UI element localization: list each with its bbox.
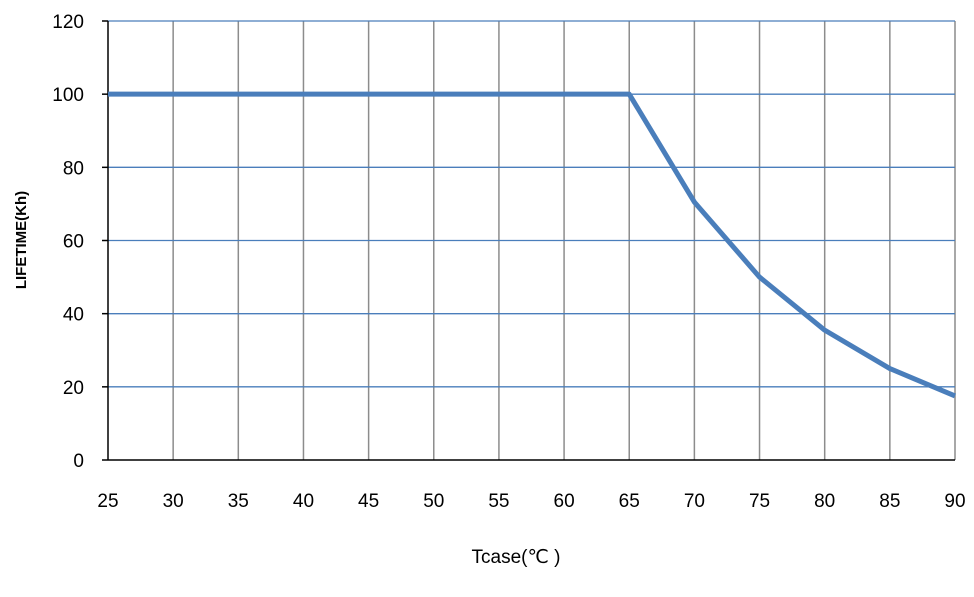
- y-tick-label-100: 100: [52, 85, 84, 106]
- x-tick-label-35: 35: [228, 491, 249, 512]
- y-tick-label-120: 120: [52, 12, 84, 33]
- x-tick-label-30: 30: [163, 491, 184, 512]
- x-tick-label-70: 70: [684, 491, 705, 512]
- y-tick-label-40: 40: [63, 305, 84, 326]
- x-tick-label-55: 55: [488, 491, 509, 512]
- tick-labels: 0 20 40 60 80 100 120 25 30 35 40 45 50 55 60 65 70 75 80 8…: [52, 12, 965, 512]
- series-layer: [108, 91, 956, 399]
- x-tick-label-65: 65: [619, 491, 640, 512]
- x-tick-label-45: 45: [358, 491, 379, 512]
- x-axis-label: Tcase(℃ ): [472, 547, 561, 568]
- series-line-0: [108, 91, 956, 399]
- x-tick-label-90: 90: [944, 491, 965, 512]
- y-tick-label-80: 80: [63, 158, 84, 179]
- x-tick-label-85: 85: [879, 491, 900, 512]
- y-axis-label: LIFETIME(Kh): [13, 191, 30, 289]
- x-tick-label-50: 50: [423, 491, 444, 512]
- x-tick-label-80: 80: [814, 491, 835, 512]
- y-tick-label-20: 20: [63, 378, 84, 399]
- y-tick-label-0: 0: [73, 451, 84, 472]
- x-tick-label-75: 75: [749, 491, 770, 512]
- x-tick-label-25: 25: [97, 491, 118, 512]
- grid: [108, 20, 956, 460]
- x-tick-label-40: 40: [293, 491, 314, 512]
- x-tick-label-60: 60: [554, 491, 575, 512]
- y-tick-label-60: 60: [63, 232, 84, 253]
